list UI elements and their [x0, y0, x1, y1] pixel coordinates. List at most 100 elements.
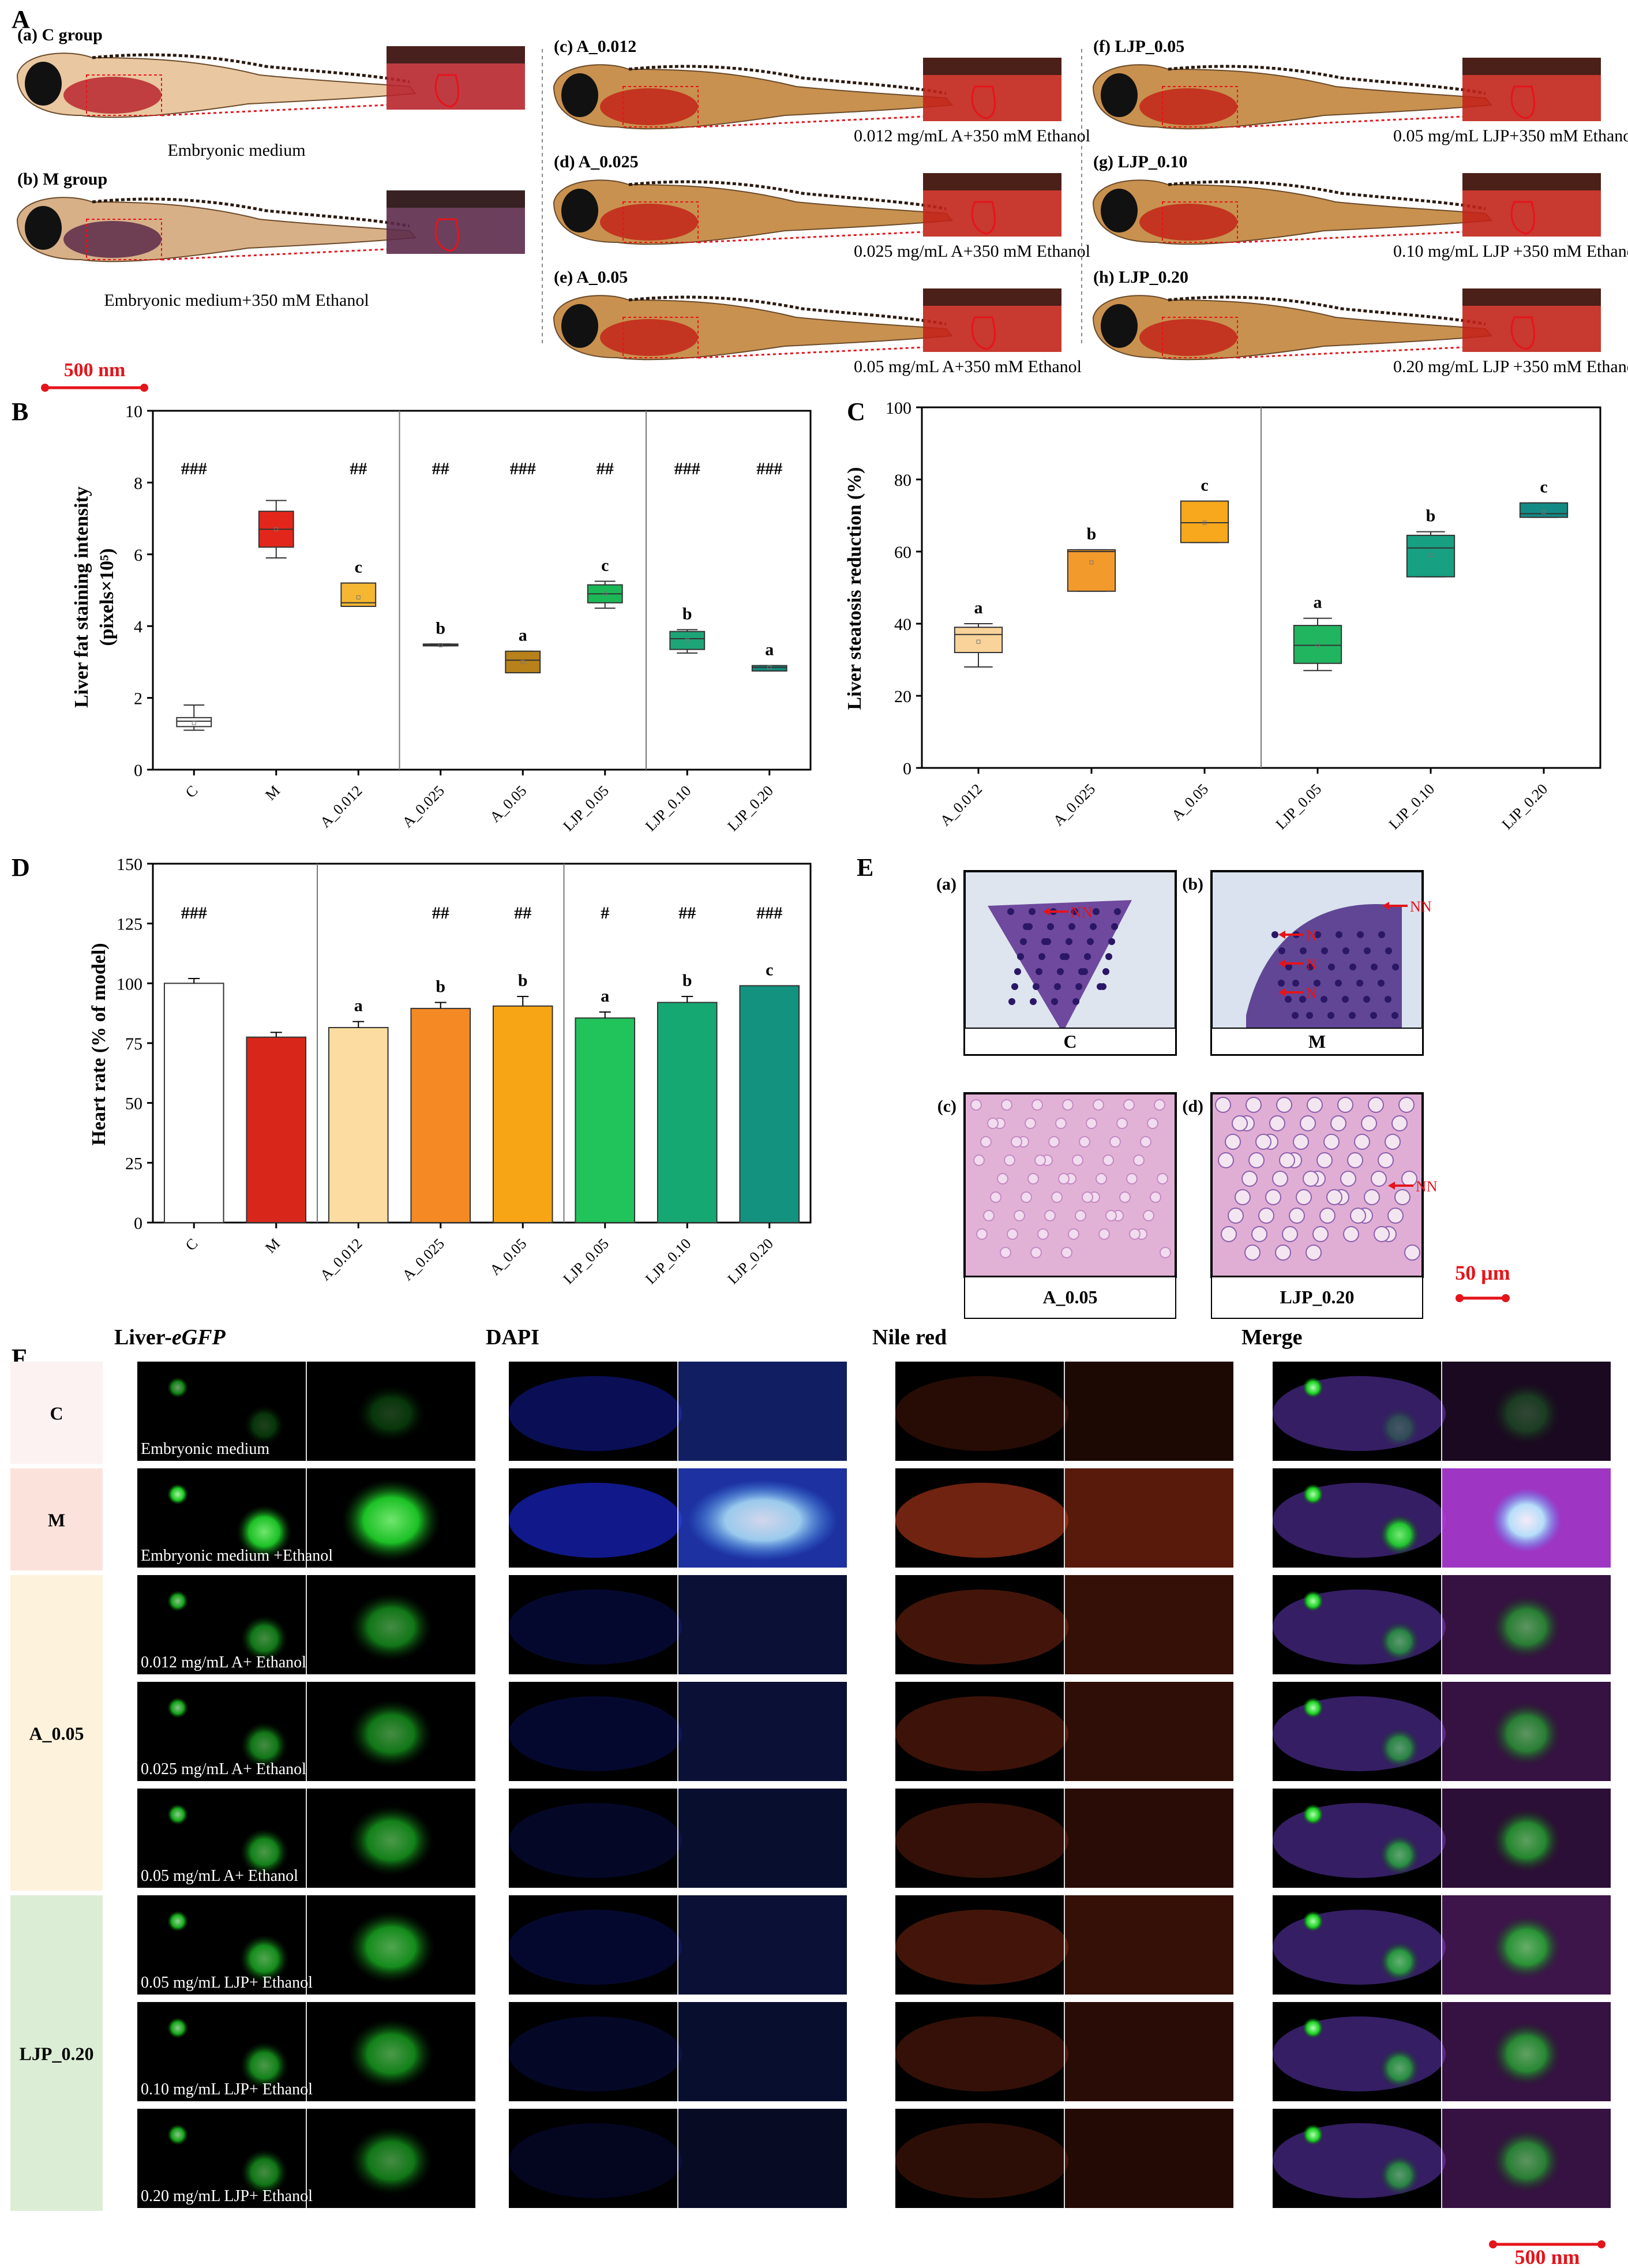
vacuole: [1215, 1097, 1231, 1113]
vacuole: [1312, 1226, 1329, 1242]
nucleus: [1102, 968, 1109, 975]
vacuole: [1082, 1191, 1093, 1203]
bar-7: ### c: [739, 904, 800, 1223]
nucleus: [1335, 980, 1342, 987]
nucleus: [1017, 953, 1024, 960]
liver-outline: [1510, 201, 1535, 235]
nile-red-zoom-signal: [1064, 1682, 1233, 1781]
x-tick-label: LJP_0.10: [642, 1235, 694, 1287]
vacuole: [1387, 1208, 1404, 1224]
liver-image-3: 0.025 mg/mL A+ Ethanol: [137, 1682, 475, 1781]
nucleus: [1072, 998, 1079, 1005]
significance-mark: ##: [432, 904, 449, 923]
group-letter: a: [765, 640, 774, 659]
liver-fluorescence: [241, 2149, 288, 2195]
box-mean-marker: [438, 643, 443, 647]
dapi-image-4: [509, 1789, 847, 1888]
y-tick-label: 25: [125, 1154, 142, 1173]
vacuole: [1109, 1136, 1121, 1148]
merge-liver: [1379, 2155, 1420, 2195]
group-letter: b: [682, 604, 692, 623]
larva-dorsal-pigment: [1168, 180, 1486, 211]
box-0: a: [954, 598, 1003, 668]
vacuole: [1371, 1171, 1387, 1187]
merge-liver: [1379, 1408, 1420, 1448]
group-band-2: [10, 1575, 103, 1891]
nucleus: [1060, 953, 1067, 960]
nucleus: [1292, 980, 1299, 987]
vacuole: [1401, 1171, 1417, 1187]
merge-liver-zoom: [1492, 1915, 1561, 1979]
nucleus: [1392, 964, 1399, 970]
bar-0: ###: [163, 904, 224, 1224]
merge-eye: [1303, 1804, 1323, 1825]
vacuole: [1340, 1171, 1356, 1187]
larva-tile-7: (h) LJP_0.20 0.20 mg/mL LJP +350 mM Ethan…: [1092, 268, 1628, 376]
vacuole: [1140, 1136, 1151, 1148]
vacuole: [1027, 1173, 1039, 1184]
y-tick-label: 40: [894, 615, 911, 634]
chart-d: 0 25 50 75 100 125 150 C M A_0.012 A_0.025 A_0.05 LJ…: [117, 855, 812, 1287]
x-tick-label: M: [262, 782, 283, 804]
vacuole: [1343, 1226, 1359, 1242]
vacuole: [980, 1136, 992, 1148]
larva-caption: Embryonic medium: [167, 141, 305, 160]
significance-mark: ###: [181, 459, 207, 478]
column-header-merge: Merge: [1241, 1325, 1302, 1349]
vacuole: [1075, 1210, 1086, 1221]
vacuole: [1350, 1208, 1366, 1224]
box-mean-marker: [274, 527, 279, 531]
merge-liver: [1379, 2048, 1420, 2089]
x-tick-label: A_0.05: [1168, 781, 1211, 824]
larva-dorsal-pigment: [92, 53, 410, 84]
y-tick-label: 80: [894, 471, 911, 490]
row-caption: 0.012 mg/mL A+ Ethanol: [141, 1654, 306, 1671]
row-caption: Embryonic medium: [141, 1440, 269, 1458]
vacuole: [1246, 1097, 1262, 1113]
box-1: b: [1067, 524, 1116, 592]
nucleus: [1371, 964, 1378, 970]
roi-box: [622, 317, 699, 358]
merge-liver-zoom: [1492, 1595, 1561, 1659]
nucleus: [1278, 947, 1285, 954]
box-body: [1293, 625, 1342, 664]
scale-bar-e-cap-right: [1502, 1294, 1510, 1302]
larva-tile-3: (d) A_0.025 0.025 mg/mL A+350 mM Ethanol: [553, 152, 1090, 261]
histology-tile-0: (a) C NN: [936, 870, 1177, 1056]
vacuole: [1048, 1136, 1060, 1148]
merge-eye: [1303, 1484, 1323, 1505]
tile-label-box: [1211, 1276, 1423, 1319]
significance-mark: #: [601, 904, 609, 923]
box-mean-marker: [1202, 520, 1207, 525]
nucleus: [1023, 923, 1030, 930]
y-tick-label: 60: [894, 543, 911, 562]
group-letter: a: [519, 626, 527, 645]
vacuole: [1061, 1247, 1072, 1258]
liver-image-0: Embryonic medium: [137, 1362, 475, 1461]
nucleus: [1299, 996, 1306, 1003]
nucleus: [1097, 983, 1104, 990]
vacuole: [1079, 1136, 1090, 1148]
box-body: [505, 650, 541, 674]
vacuole: [1062, 1099, 1074, 1111]
larva-tile-0: (a) C group Embryonic medium: [16, 25, 525, 160]
histology-tile-2: (c) A_0.05: [937, 1092, 1177, 1319]
nucleus: [1114, 908, 1121, 915]
merge-liver-zoom: [1492, 1809, 1561, 1872]
larva-title: (c) A_0.012: [554, 37, 636, 56]
dapi-zoom-signal: [678, 2002, 847, 2101]
nucleus: [1314, 980, 1321, 987]
vacuole: [1296, 1189, 1312, 1205]
group-band-0: [10, 1362, 103, 1464]
vacuole: [1300, 1115, 1316, 1131]
merge-signal: [1273, 1910, 1446, 1985]
larva-title: (e) A_0.05: [554, 268, 628, 287]
box-4: b: [1406, 507, 1456, 578]
liver-image-6: 0.10 mg/mL LJP+ Ethanol: [137, 2002, 475, 2101]
merge-liver-zoom: [1492, 2022, 1561, 2086]
dapi-zoom-signal: [678, 1575, 847, 1674]
vacuole: [1096, 1173, 1107, 1184]
vacuole: [983, 1210, 995, 1221]
group-letter: a: [354, 996, 363, 1015]
nucleus: [1356, 980, 1363, 987]
